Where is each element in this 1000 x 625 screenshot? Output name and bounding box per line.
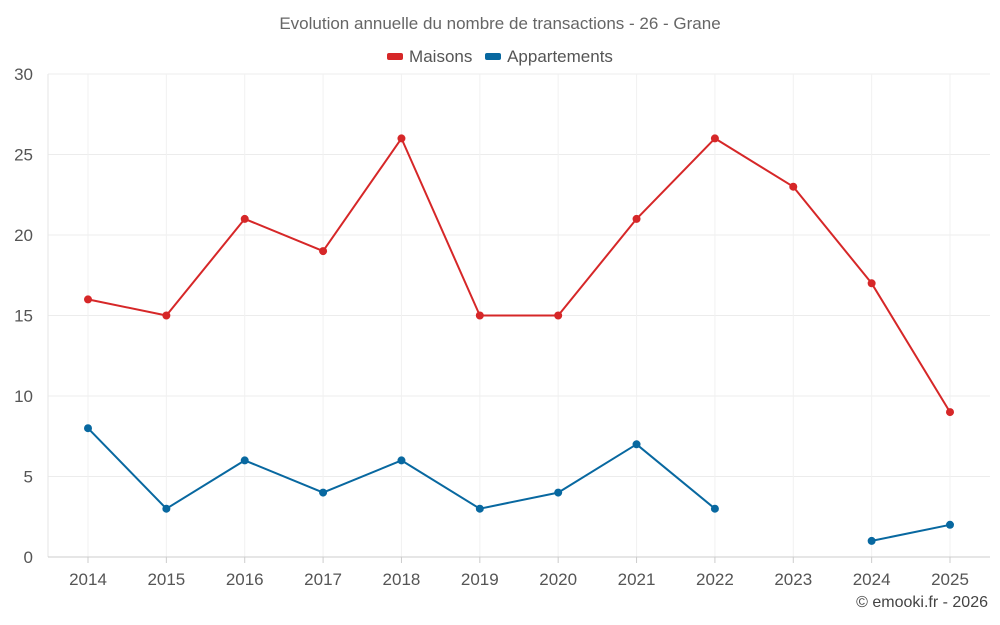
data-point-appartements-2016 — [240, 456, 249, 465]
data-point-maisons-2024 — [867, 279, 876, 288]
x-tick-label-2014: 2014 — [69, 570, 107, 589]
x-tick-label-2019: 2019 — [461, 570, 499, 589]
y-tick-label-15: 15 — [14, 307, 33, 326]
x-tick-label-2017: 2017 — [304, 570, 342, 589]
x-tick-label-2025: 2025 — [931, 570, 969, 589]
y-tick-label-30: 30 — [14, 65, 33, 84]
data-point-maisons-2022 — [710, 134, 719, 143]
legend-item-maisons[interactable]: Maisons — [387, 47, 472, 67]
data-point-appartements-2022 — [710, 504, 719, 513]
x-tick-label-2023: 2023 — [774, 570, 812, 589]
y-tick-label-0: 0 — [24, 548, 33, 567]
series-line-appartements-1 — [871, 523, 951, 542]
data-point-maisons-2015 — [162, 311, 171, 320]
data-point-maisons-2014 — [84, 295, 92, 304]
data-point-maisons-2018 — [397, 134, 406, 143]
data-point-maisons-2020 — [554, 311, 563, 320]
x-tick-label-2022: 2022 — [696, 570, 734, 589]
x-tick-label-2016: 2016 — [226, 570, 264, 589]
data-point-maisons-2023 — [789, 182, 798, 191]
data-point-maisons-2025 — [946, 408, 954, 417]
x-tick-label-2018: 2018 — [383, 570, 421, 589]
data-point-appartements-2025 — [946, 520, 954, 529]
y-tick-label-5: 5 — [24, 468, 33, 487]
data-point-appartements-2014 — [84, 424, 92, 433]
x-tick-label-2015: 2015 — [147, 570, 185, 589]
data-point-maisons-2017 — [319, 247, 328, 256]
data-point-appartements-2018 — [397, 456, 406, 465]
legend-item-appartements[interactable]: Appartements — [485, 47, 613, 67]
legend-label-maisons: Maisons — [409, 46, 473, 66]
data-point-appartements-2021 — [632, 440, 641, 449]
y-tick-label-10: 10 — [14, 387, 33, 406]
data-point-maisons-2021 — [632, 214, 641, 223]
chart-title: Evolution annuelle du nombre de transact… — [279, 14, 721, 33]
x-tick-label-2024: 2024 — [853, 570, 891, 589]
data-point-appartements-2015 — [162, 504, 171, 513]
legend-swatch-appartements — [485, 53, 502, 60]
credit-text: © emooki.fr - 2026 — [856, 594, 988, 611]
y-tick-label-25: 25 — [14, 146, 33, 165]
x-tick-label-2020: 2020 — [539, 570, 577, 589]
legend: Maisons Appartements — [0, 45, 1000, 67]
data-point-appartements-2024 — [867, 536, 876, 545]
series-line-maisons-0 — [87, 137, 951, 413]
data-point-appartements-2019 — [475, 504, 484, 513]
x-tick-label-2021: 2021 — [618, 570, 656, 589]
legend-label-appartements: Appartements — [507, 46, 613, 66]
data-point-maisons-2016 — [240, 214, 249, 223]
data-point-maisons-2019 — [475, 311, 484, 320]
data-point-appartements-2020 — [554, 488, 563, 497]
data-point-appartements-2017 — [319, 488, 328, 497]
y-tick-label-20: 20 — [14, 226, 33, 245]
legend-swatch-maisons — [387, 53, 404, 60]
